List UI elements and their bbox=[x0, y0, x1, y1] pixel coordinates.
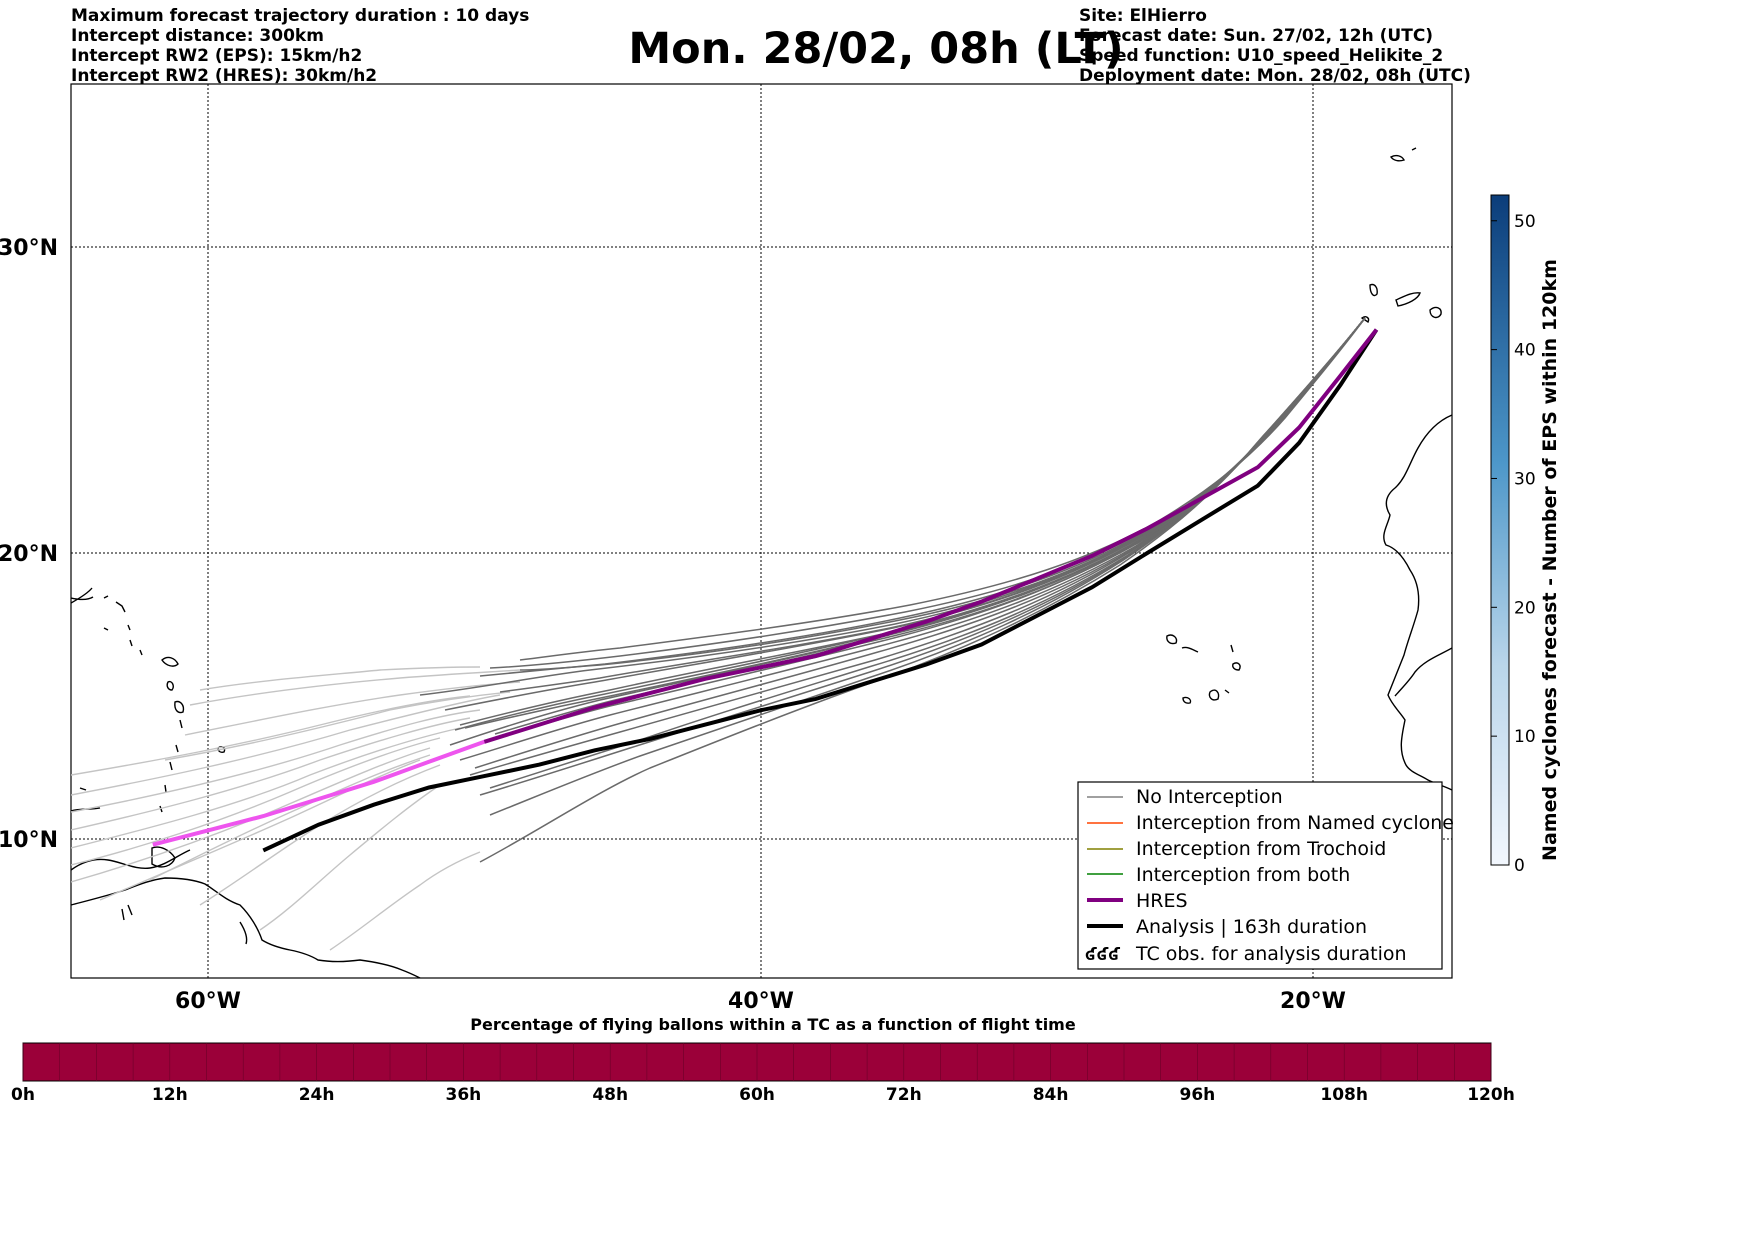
colorbar-tick-label: 20 bbox=[1514, 598, 1536, 618]
timebar-tick-label: 120h bbox=[1467, 1085, 1515, 1105]
header-line: Deployment date: Mon. 28/02, 08h (UTC) bbox=[1079, 66, 1471, 86]
timebar-tick-label: 48h bbox=[592, 1085, 628, 1105]
header-line: Forecast date: Sun. 27/02, 12h (UTC) bbox=[1079, 26, 1434, 46]
header-line: Speed function: U10_speed_Helikite_2 bbox=[1079, 46, 1444, 66]
header-right: Site: ElHierro Forecast date: Sun. 27/02… bbox=[1079, 6, 1471, 86]
timebar: Percentage of flying ballons within a TC… bbox=[11, 1015, 1515, 1105]
header-line: Intercept distance: 300km bbox=[71, 26, 324, 46]
analysis-trajectory bbox=[262, 328, 1379, 853]
colorbar-tick-label: 10 bbox=[1514, 727, 1536, 747]
header-line: Intercept RW2 (EPS): 15km/h2 bbox=[71, 46, 363, 66]
lon-label: 20°W bbox=[1280, 989, 1346, 1014]
timebar-tick-label: 24h bbox=[299, 1085, 335, 1105]
ensemble-trajectories-early bbox=[71, 666, 521, 951]
legend: No Interception Interception from Named … bbox=[1077, 781, 1454, 970]
hres-trajectory-early bbox=[152, 739, 485, 847]
timebar-tick-label: 36h bbox=[446, 1085, 482, 1105]
legend-label: No Interception bbox=[1136, 786, 1283, 808]
lon-label: 60°W bbox=[175, 989, 241, 1014]
page-title: Mon. 28/02, 08h (LT) bbox=[628, 24, 1124, 74]
lat-label: 20°N bbox=[0, 542, 58, 567]
colorbar-tick-label: 30 bbox=[1514, 469, 1536, 489]
legend-label: Interception from Named cyclone bbox=[1136, 812, 1454, 834]
hres-trajectory bbox=[483, 328, 1379, 744]
legend-frame bbox=[1077, 781, 1443, 970]
tc-symbol-icon: ʛʛʛ bbox=[1085, 945, 1120, 965]
ensemble-trajectories bbox=[419, 317, 1366, 863]
colorbar-tick-label: 50 bbox=[1514, 212, 1536, 232]
lat-label: 10°N bbox=[0, 828, 58, 853]
timebar-tick-label: 108h bbox=[1320, 1085, 1368, 1105]
header-line: Maximum forecast trajectory duration : 1… bbox=[71, 6, 530, 26]
legend-label: Analysis | 163h duration bbox=[1136, 916, 1367, 938]
timebar-title: Percentage of flying ballons within a TC… bbox=[470, 1015, 1076, 1034]
colorbar-label: Named cyclones forecast - Number of EPS … bbox=[1539, 259, 1561, 861]
timebar-tick-label: 12h bbox=[152, 1085, 188, 1105]
header-left: Maximum forecast trajectory duration : 1… bbox=[71, 6, 529, 86]
header-line: Site: ElHierro bbox=[1079, 6, 1207, 26]
colorbar-gradient bbox=[1490, 194, 1510, 866]
timebar-tick-label: 72h bbox=[886, 1085, 922, 1105]
colorbar-tick-label: 40 bbox=[1514, 341, 1536, 361]
lat-label: 30°N bbox=[0, 236, 58, 261]
legend-label: Interception from Trochoid bbox=[1136, 838, 1386, 860]
legend-label: TC obs. for analysis duration bbox=[1135, 943, 1407, 965]
timebar-tick-label: 96h bbox=[1180, 1085, 1216, 1105]
header-line: Intercept RW2 (HRES): 30km/h2 bbox=[71, 66, 378, 86]
colorbar: 0 10 20 30 40 50 Named cyclones forecast - Nu… bbox=[1490, 194, 1561, 876]
timebar-tick-label: 84h bbox=[1033, 1085, 1069, 1105]
colorbar-tick-label: 0 bbox=[1514, 856, 1525, 876]
legend-label: Interception from both bbox=[1136, 864, 1350, 886]
timebar-tick-label: 0h bbox=[11, 1085, 35, 1105]
timebar-tick-label: 60h bbox=[739, 1085, 775, 1105]
lon-label: 40°W bbox=[728, 989, 794, 1014]
coastlines bbox=[71, 147, 1452, 978]
legend-label: HRES bbox=[1136, 890, 1188, 912]
